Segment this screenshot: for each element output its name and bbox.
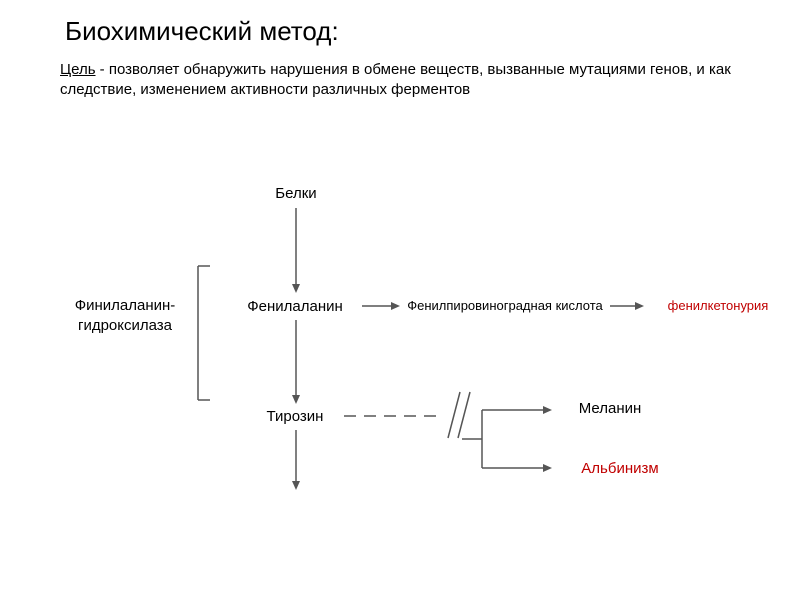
node-phenylpyruvic-acid: Фенилпировиноградная кислота: [405, 298, 605, 314]
goal-text: - позволяет обнаружить нарушения в обмен…: [60, 61, 731, 98]
node-albinism: Альбинизм: [560, 460, 680, 477]
node-proteins: Белки: [256, 185, 336, 202]
description-paragraph: Цель - позволяет обнаружить нарушения в …: [60, 60, 750, 101]
page-title: Биохимический метод:: [65, 16, 339, 47]
node-phenylketonuria: фенилкетонурия: [648, 298, 788, 313]
node-phenylalanine: Фенилаланин: [230, 298, 360, 315]
goal-label: Цель: [60, 61, 96, 78]
diagram-stage: Биохимический метод: Цель - позволяет об…: [0, 0, 800, 600]
node-hydroxylase: Финилаланин-гидроксилаза: [55, 296, 195, 335]
node-melanin: Меланин: [560, 400, 660, 417]
node-tyrosine: Тирозин: [250, 408, 340, 425]
